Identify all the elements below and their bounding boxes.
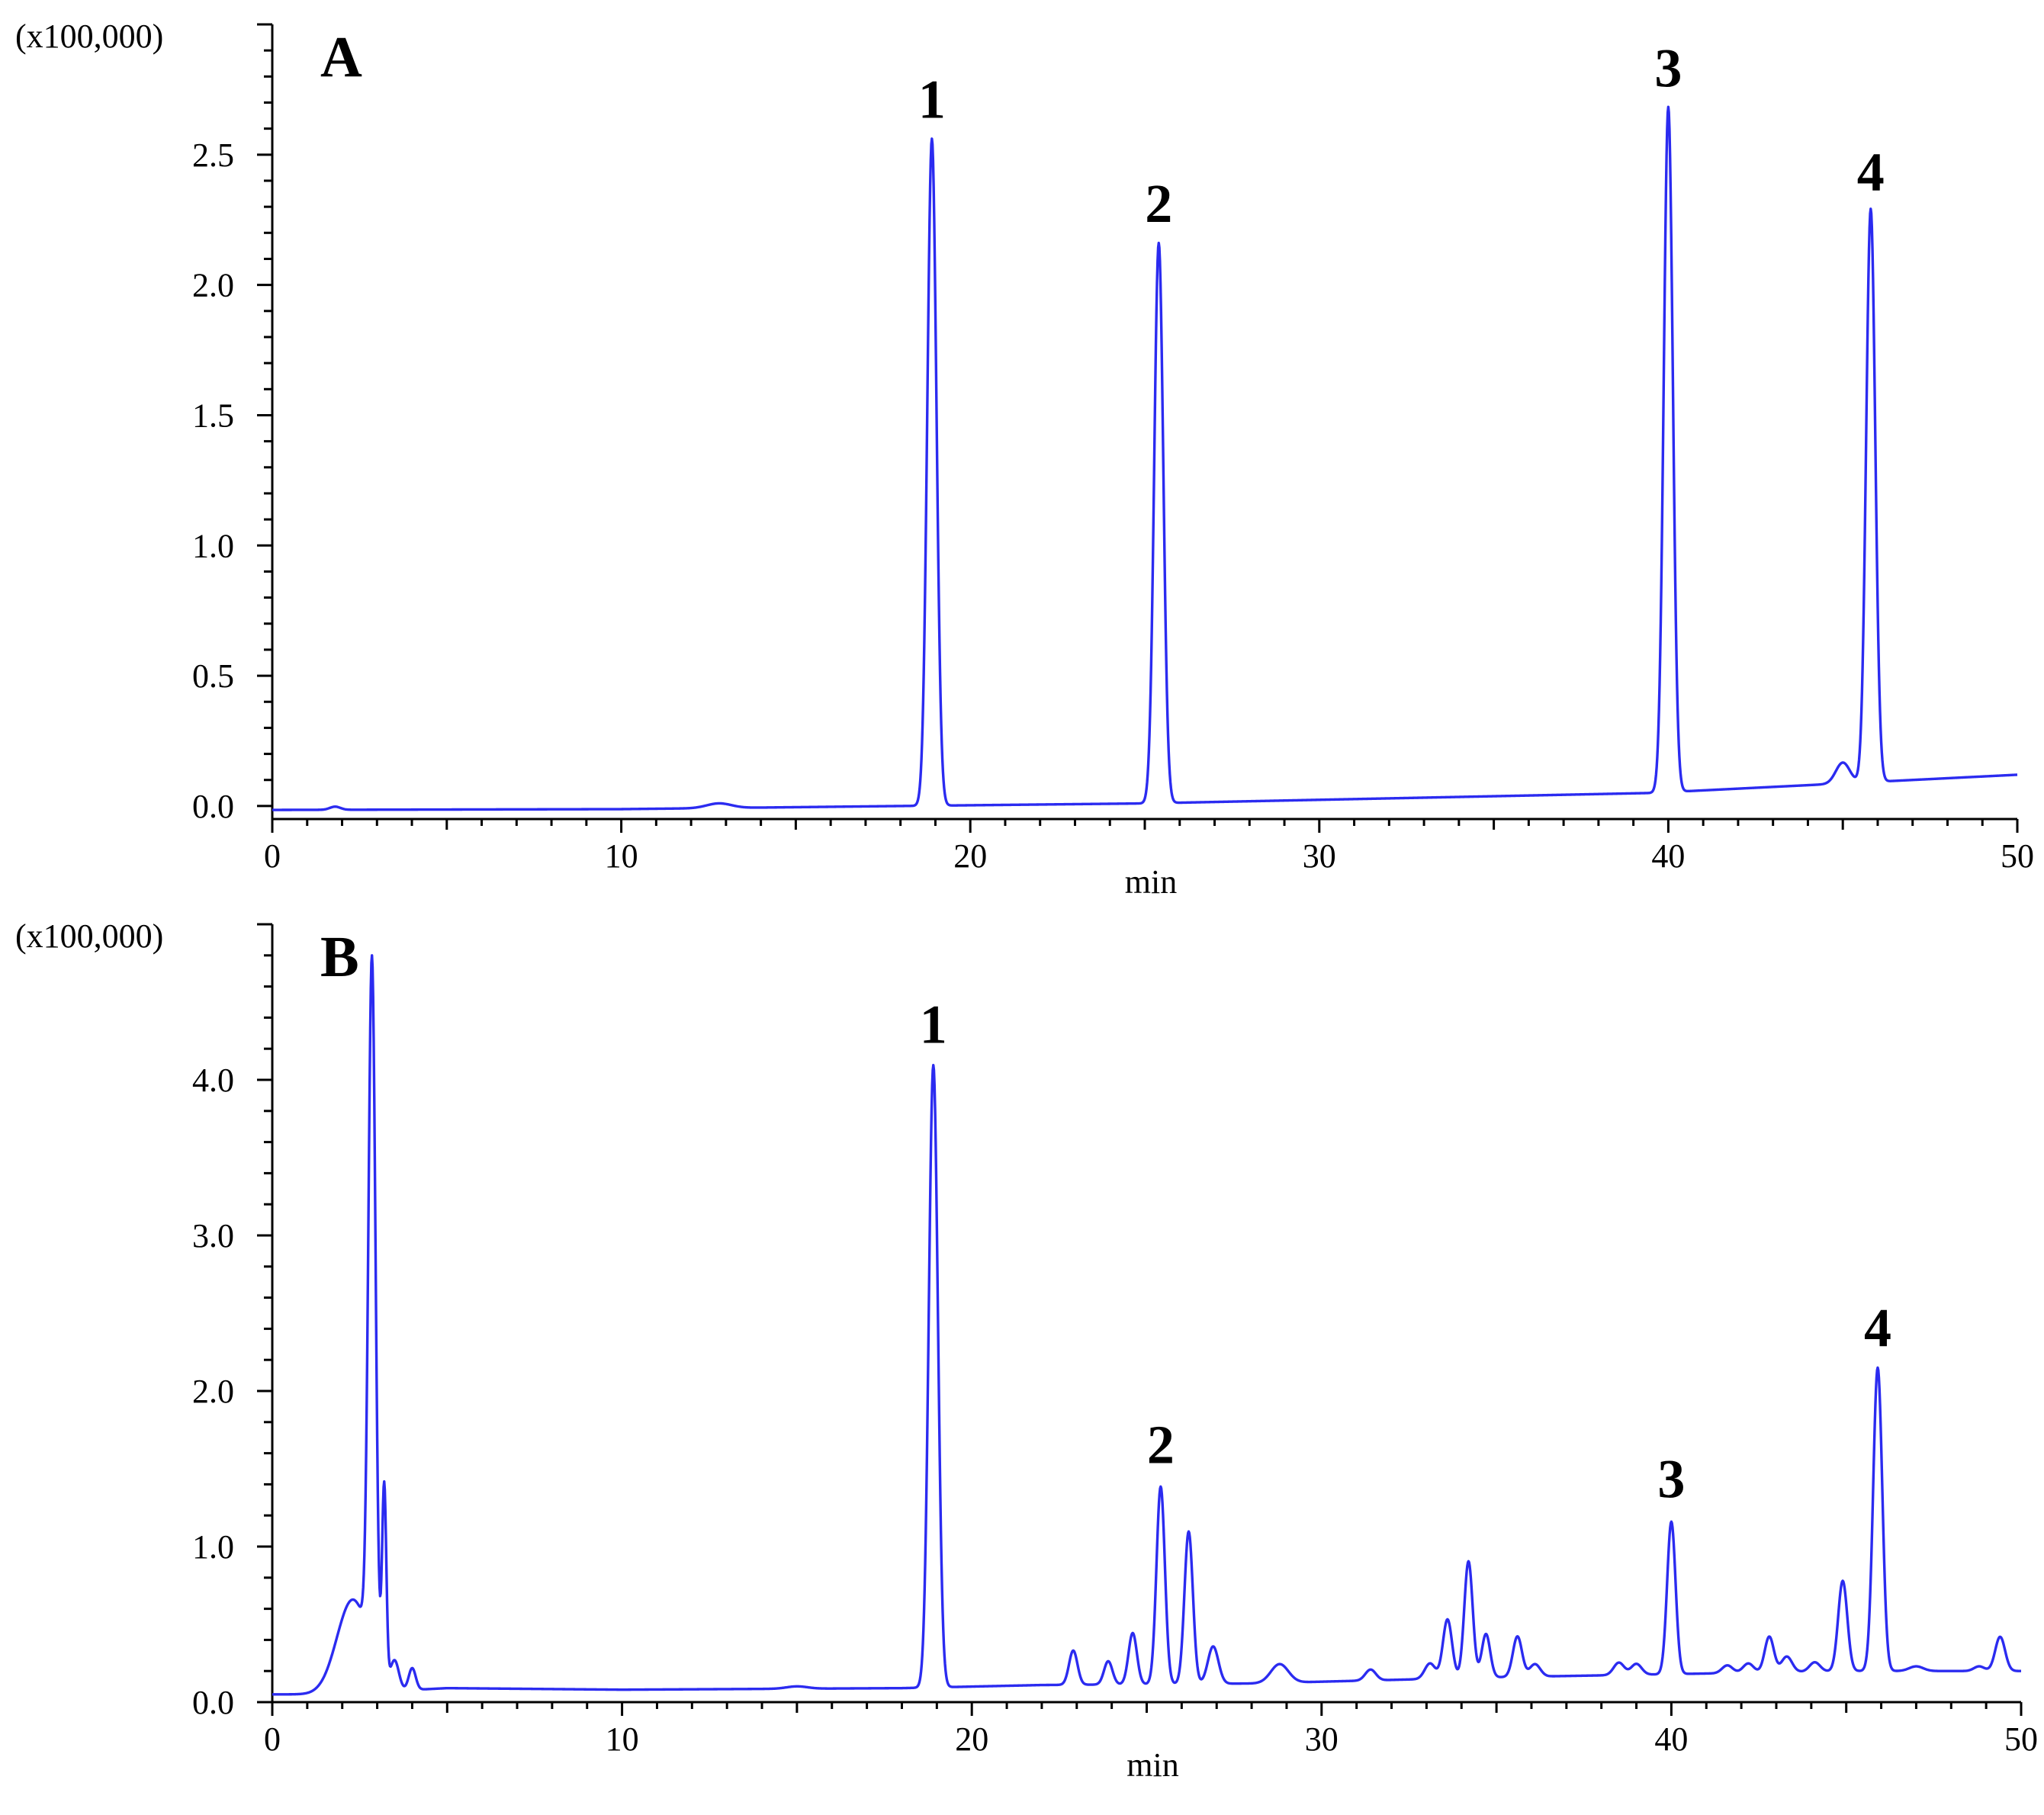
- x-tick-label: 40: [1654, 1720, 1688, 1758]
- peak-number-label: 3: [1654, 37, 1682, 98]
- x-axis-label: min: [1125, 863, 1177, 901]
- peak-number-label: 2: [1145, 173, 1172, 234]
- x-tick-label: 10: [606, 1720, 639, 1758]
- y-tick-label: 2.5: [192, 137, 234, 174]
- x-tick-label: 20: [953, 837, 987, 875]
- y-tick-label: 0.0: [192, 1684, 234, 1721]
- y-tick-label: 2.0: [192, 1373, 234, 1410]
- x-tick-label: 30: [1305, 1720, 1339, 1758]
- x-tick-label: 20: [955, 1720, 988, 1758]
- x-tick-label: 50: [2004, 1720, 2038, 1758]
- y-tick-label: 1.0: [192, 1528, 234, 1566]
- x-axis-label: min: [1126, 1746, 1178, 1784]
- y-tick-label: 1.0: [192, 527, 234, 564]
- x-tick-label: 50: [2001, 837, 2034, 875]
- x-tick-label: 30: [1303, 837, 1336, 875]
- peak-number-label: 4: [1864, 1297, 1891, 1358]
- y-tick-label: 3.0: [192, 1217, 234, 1254]
- peak-number-label: 1: [920, 994, 947, 1055]
- y-tick-label: 4.0: [192, 1062, 234, 1099]
- chart-panel-a: 0 10 20 30 40 50 0.0 0.5 1.0 1.5 2.0 2.5 (x100,000) m…: [15, 18, 2034, 901]
- x-tick-label: 0: [264, 837, 281, 875]
- x-tick-label: 10: [605, 837, 638, 875]
- panel-label: B: [320, 925, 359, 989]
- y-tick-label: 1.5: [192, 397, 234, 434]
- chart-panel-b: 0 10 20 30 40 50 0.0 1.0 2.0 3.0 4.0 (x100,000) min B…: [15, 917, 2038, 1784]
- peak-number-label: 4: [1857, 142, 1885, 203]
- chromatogram-trace: [272, 954, 2022, 1696]
- y-tick-label: 0.0: [192, 788, 234, 825]
- y-multiplier-label: (x100,000): [15, 18, 163, 55]
- peak-number-label: 2: [1147, 1414, 1175, 1475]
- y-tick-label: 0.5: [192, 657, 234, 695]
- panel-label: A: [320, 25, 362, 89]
- y-multiplier-label: (x100,000): [15, 917, 163, 955]
- x-tick-label: 0: [264, 1720, 281, 1758]
- x-tick-label: 40: [1651, 837, 1685, 875]
- peak-number-label: 3: [1657, 1448, 1685, 1509]
- y-tick-label: 2.0: [192, 267, 234, 304]
- peak-number-label: 1: [918, 69, 946, 130]
- chromatogram-trace: [272, 105, 2018, 811]
